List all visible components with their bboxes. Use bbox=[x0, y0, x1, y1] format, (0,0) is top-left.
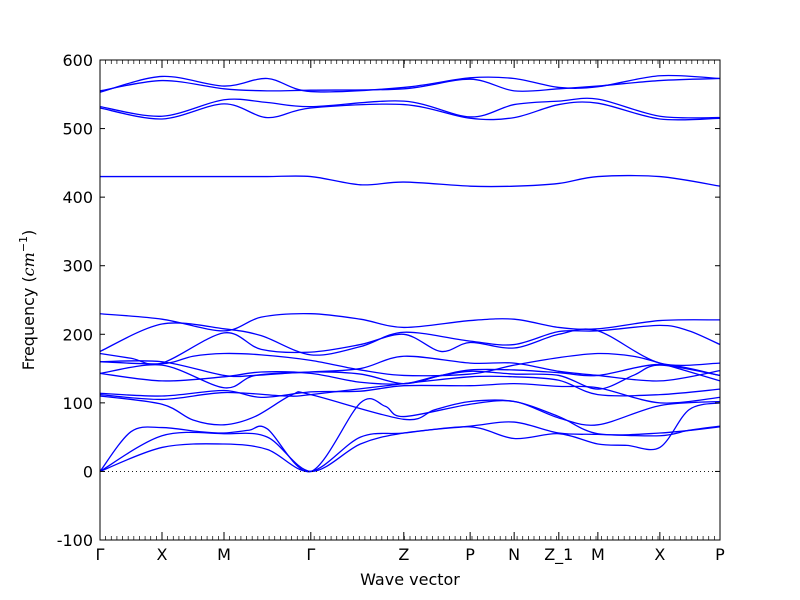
x-tick-label: X bbox=[654, 545, 665, 564]
phonon-band-4 bbox=[99, 391, 721, 436]
plot-frame bbox=[99, 59, 721, 541]
phonon-band-9 bbox=[99, 360, 721, 385]
phonon-band-18 bbox=[99, 77, 721, 92]
y-tick-label: 500 bbox=[62, 120, 93, 139]
phonon-band-17 bbox=[99, 74, 721, 93]
phonon-band-15 bbox=[99, 101, 721, 121]
x-tick-label: P bbox=[465, 545, 475, 564]
x-tick-label: Z bbox=[398, 545, 409, 564]
y-axis-title-text: Frequency ( bbox=[19, 276, 38, 370]
phonon-band-5 bbox=[99, 383, 721, 404]
phonon-band-10 bbox=[99, 352, 721, 382]
x-tick-label: M bbox=[591, 545, 605, 564]
y-axis-title-exponent: −1 bbox=[17, 236, 30, 252]
x-tick-label: Γ bbox=[306, 545, 315, 564]
phonon-band-1 bbox=[99, 402, 721, 473]
y-axis-title-unit: cm bbox=[19, 252, 38, 276]
phonon-band-6 bbox=[99, 375, 721, 401]
phonon-band-16 bbox=[99, 97, 721, 119]
y-tick-label: 400 bbox=[62, 188, 93, 207]
bands-group bbox=[99, 74, 721, 473]
phonon-band-14 bbox=[100, 174, 721, 188]
x-tick-label: N bbox=[508, 545, 520, 564]
y-axis-ticks: -100 0 100 200 300 400 500 600 bbox=[57, 51, 720, 550]
y-tick-label: 200 bbox=[62, 325, 93, 344]
y-axis-title: Frequency (cm−1) bbox=[17, 230, 38, 371]
phonon-band-3 bbox=[99, 398, 721, 473]
x-tick-label: Z_1 bbox=[544, 545, 573, 565]
y-tick-label: 100 bbox=[62, 394, 93, 413]
phonon-band-13 bbox=[99, 313, 721, 332]
x-axis-minor-ticks bbox=[99, 60, 721, 540]
x-axis-ticks: Γ X M Γ Z P N Z_1 M X P bbox=[96, 60, 725, 565]
y-tick-label: 600 bbox=[62, 51, 93, 70]
x-tick-label: Γ bbox=[96, 545, 105, 564]
phonon-band-2 bbox=[99, 421, 721, 473]
y-tick-label: 0 bbox=[83, 462, 93, 481]
phonon-band-11 bbox=[99, 328, 721, 367]
phonon-band-12 bbox=[99, 322, 721, 356]
y-axis-title-close: ) bbox=[19, 230, 38, 236]
y-tick-label: -100 bbox=[57, 531, 93, 550]
y-tick-label: 300 bbox=[62, 257, 93, 276]
x-tick-label: X bbox=[157, 545, 168, 564]
x-tick-label: M bbox=[217, 545, 231, 564]
x-tick-label: P bbox=[715, 545, 725, 564]
x-axis-title: Wave vector bbox=[360, 570, 460, 589]
